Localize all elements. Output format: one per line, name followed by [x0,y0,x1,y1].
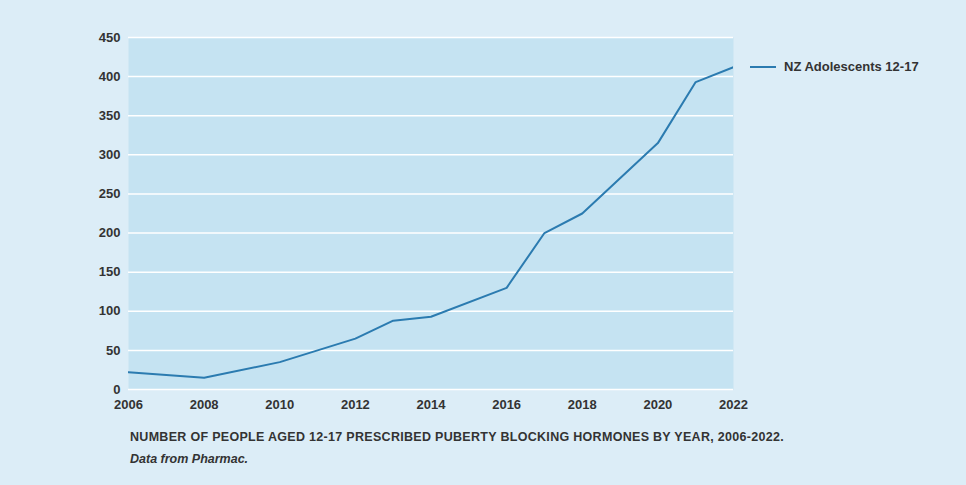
svg-text:400: 400 [99,69,121,84]
svg-text:2014: 2014 [417,397,447,412]
html-text:NZ Adolescents 12-17: NZ Adolescents 12-17 [784,59,919,74]
svg-text:2008: 2008 [190,397,219,412]
svg-text:300: 300 [99,147,121,162]
svg-text:2012: 2012 [341,397,370,412]
html-text:Data from Pharmac.: Data from Pharmac. [130,452,249,466]
svg-text:0: 0 [113,382,120,397]
svg-text:250: 250 [99,186,121,201]
svg-text:450: 450 [99,30,121,45]
svg-text:2006: 2006 [114,397,143,412]
svg-text:2022: 2022 [719,397,748,412]
svg-text:50: 50 [106,343,120,358]
svg-text:2018: 2018 [568,397,597,412]
svg-text:2020: 2020 [643,397,672,412]
svg-text:200: 200 [99,225,121,240]
html-text:NUMBER OF PEOPLE AGED 12-17 PR: NUMBER OF PEOPLE AGED 12-17 PRESCRIBED P… [130,430,785,444]
svg-text:100: 100 [99,303,121,318]
svg-text:350: 350 [99,108,121,123]
svg-text:150: 150 [99,264,121,279]
svg-text:2016: 2016 [492,397,521,412]
svg-text:2010: 2010 [265,397,294,412]
